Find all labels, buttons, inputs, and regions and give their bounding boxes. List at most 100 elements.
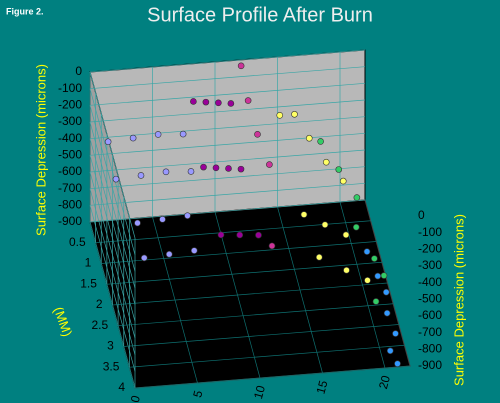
y-tick-label: 2.5: [91, 318, 108, 332]
x-tick-label: 10: [251, 384, 268, 401]
data-point: [129, 134, 137, 142]
data-point: [394, 360, 401, 367]
grid-line: [129, 344, 405, 368]
data-point: [154, 131, 162, 138]
x-tick-label: 20: [376, 374, 393, 391]
data-point: [237, 165, 245, 173]
z-tick-label: -400: [58, 131, 82, 145]
data-point: [254, 131, 261, 138]
data-point: [353, 194, 361, 201]
chart-title: Surface Profile After Burn: [147, 4, 373, 26]
x-tick-label: 15: [313, 379, 330, 396]
z-tick-label-right: -300: [418, 258, 442, 272]
data-point: [187, 168, 195, 175]
grid-line: [89, 182, 366, 206]
z-tick-label: -500: [58, 148, 82, 162]
z-tick-label-right: -100: [418, 225, 442, 239]
data-point: [322, 158, 330, 166]
z-tick-label: -100: [58, 81, 82, 95]
z-tick-label-right: -600: [418, 308, 442, 322]
data-point: [217, 231, 225, 239]
data-point: [339, 177, 347, 185]
z-tick-label: -800: [58, 198, 82, 212]
data-point: [202, 98, 210, 106]
plot-box: 0 0 -100 -100 -200 -200 -300 -300 -400 -400 -500 -5…: [58, 49, 442, 403]
y-tick-label: 4: [118, 380, 125, 394]
data-point: [335, 166, 343, 173]
data-point: [268, 242, 276, 250]
grid-line: [89, 166, 366, 190]
data-point: [200, 163, 207, 171]
grid-line: [89, 66, 366, 90]
data-point: [190, 247, 198, 254]
data-point: [225, 165, 232, 172]
data-point: [382, 288, 390, 296]
data-point: [386, 347, 394, 355]
figure-label: Figure 2.: [6, 6, 44, 16]
data-point: [159, 216, 166, 223]
data-point: [104, 138, 112, 146]
data-point: [392, 330, 399, 337]
z-axis-title: Surface Depression (microns): [33, 64, 48, 236]
z-tick-label-right: -900: [418, 358, 442, 372]
data-point: [236, 231, 244, 239]
z-tick-label-right: -200: [418, 242, 442, 256]
data-point: [165, 250, 173, 258]
data-point: [190, 98, 197, 105]
data-point: [364, 277, 371, 284]
data-point: [140, 254, 148, 262]
z-tick-label: -300: [58, 114, 82, 128]
grid-line: [89, 149, 366, 173]
z-tick-label: -700: [58, 181, 82, 195]
data-point: [305, 134, 313, 142]
data-point: [374, 272, 382, 280]
y-tick-label: 1.5: [80, 276, 97, 290]
x-tick-label: 5: [190, 389, 205, 399]
data-point: [179, 130, 187, 138]
y-tick-label: 0.5: [69, 235, 86, 249]
data-point: [372, 298, 380, 305]
data-point: [255, 231, 262, 239]
data-point: [363, 248, 371, 255]
data-point: [215, 99, 222, 107]
data-point: [291, 110, 298, 118]
data-point: [276, 112, 284, 119]
grid-line: [134, 365, 411, 389]
data-point: [184, 212, 191, 219]
data-point: [352, 223, 360, 231]
z-tick-label-right: -800: [418, 342, 442, 356]
grid-line: [89, 82, 366, 106]
z-tick-label-right: 0: [418, 208, 425, 222]
data-point: [227, 100, 235, 107]
y-tick-label: 2: [96, 297, 103, 311]
z-axis-title-right: Surface Depression (microns): [451, 214, 466, 386]
data-point: [266, 161, 273, 168]
z-tick-label: -600: [58, 164, 82, 178]
data-point: [342, 231, 350, 239]
grid-line: [112, 282, 388, 306]
grid-line: [118, 303, 394, 327]
grid-line: [123, 324, 399, 347]
y-tick-label: 3.5: [103, 359, 120, 373]
x-tick-label: 0: [128, 394, 143, 403]
z-tick-label: 0: [75, 64, 82, 78]
data-point: [371, 255, 378, 262]
data-point: [300, 211, 308, 218]
data-point: [317, 138, 324, 145]
data-point: [162, 168, 170, 176]
data-point: [244, 97, 252, 104]
data-point: [237, 62, 245, 70]
grid-line: [89, 132, 366, 156]
grid-line: [89, 116, 366, 140]
data-point: [343, 266, 350, 274]
data-point: [212, 164, 220, 172]
z-tick-label: -200: [58, 98, 82, 112]
data-point: [134, 219, 141, 227]
z-tick-label-right: -400: [418, 275, 442, 289]
grid-line: [106, 261, 382, 285]
grid-line: [89, 99, 366, 123]
data-point: [315, 253, 323, 261]
grid-line: [89, 199, 366, 223]
z-tick-label: -900: [58, 214, 82, 228]
